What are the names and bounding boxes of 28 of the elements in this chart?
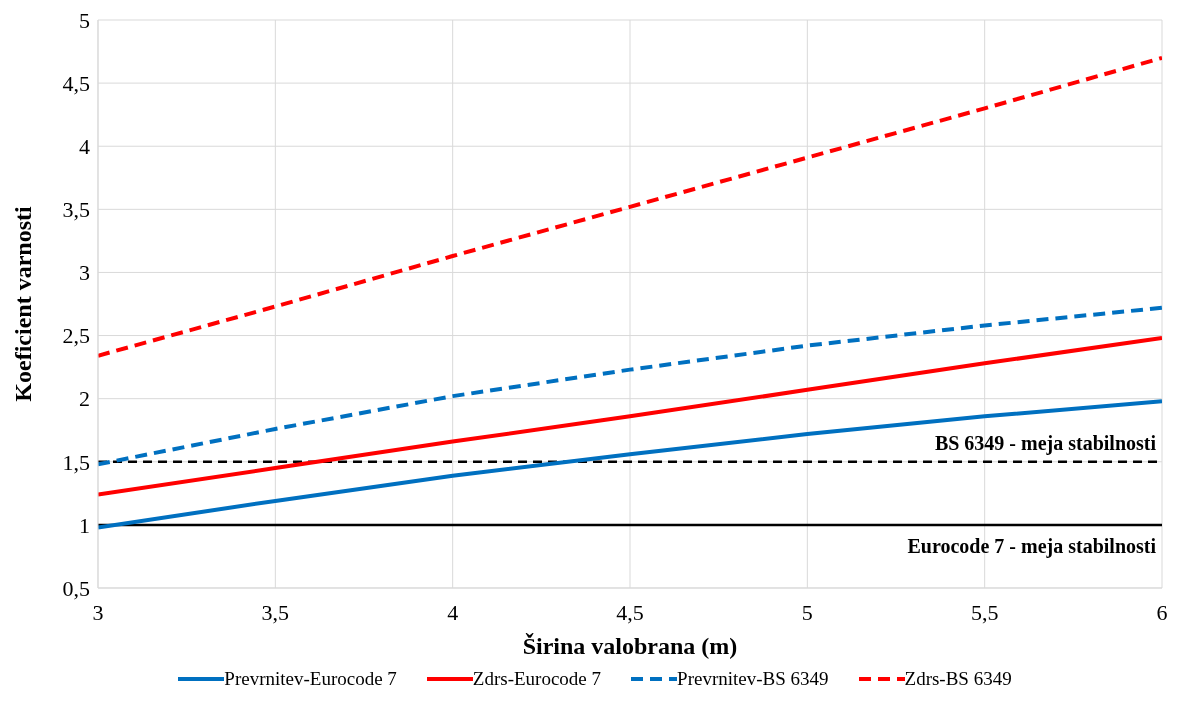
y-tick-label: 1,5 [62, 449, 90, 475]
x-tick-label: 6 [1156, 599, 1168, 625]
line-series [98, 336, 1162, 497]
y-tick-label: 0,5 [62, 575, 90, 601]
x-tick-label: 3,5 [261, 599, 290, 625]
y-tick-label: 2,5 [62, 323, 90, 349]
y-tick-label: 2 [79, 386, 90, 412]
line-series [98, 55, 1162, 358]
x-tick-label: 4,5 [616, 599, 644, 625]
ref-line-label: Eurocode 7 - meja stabilnosti [907, 534, 1157, 558]
y-axis-title: Koeficient varnosti [9, 206, 36, 402]
line-series [98, 399, 1162, 530]
y-tick-label: 4 [79, 134, 90, 160]
legend-label: Zdrs-BS 6349 [904, 668, 1012, 690]
y-tick-label: 4,5 [62, 70, 90, 96]
x-axis-title: Širina valobrana (m) [522, 633, 738, 659]
legend-label: Zdrs-Eurocode 7 [472, 668, 602, 690]
x-tick-label: 4 [447, 599, 459, 625]
y-tick-label: 1 [79, 512, 90, 538]
x-tick-label: 5,5 [970, 599, 999, 625]
y-tick-label: 3,5 [62, 197, 90, 223]
ref-line-label: BS 6349 - meja stabilnosti [934, 431, 1157, 455]
line-series [98, 305, 1162, 467]
legend-label: Prevrnitev-Eurocode 7 [224, 668, 397, 690]
x-tick-label: 5 [801, 599, 813, 625]
legend-label: Prevrnitev-BS 6349 [677, 668, 829, 690]
y-tick-label: 5 [79, 7, 90, 33]
y-tick-label: 3 [79, 260, 90, 286]
